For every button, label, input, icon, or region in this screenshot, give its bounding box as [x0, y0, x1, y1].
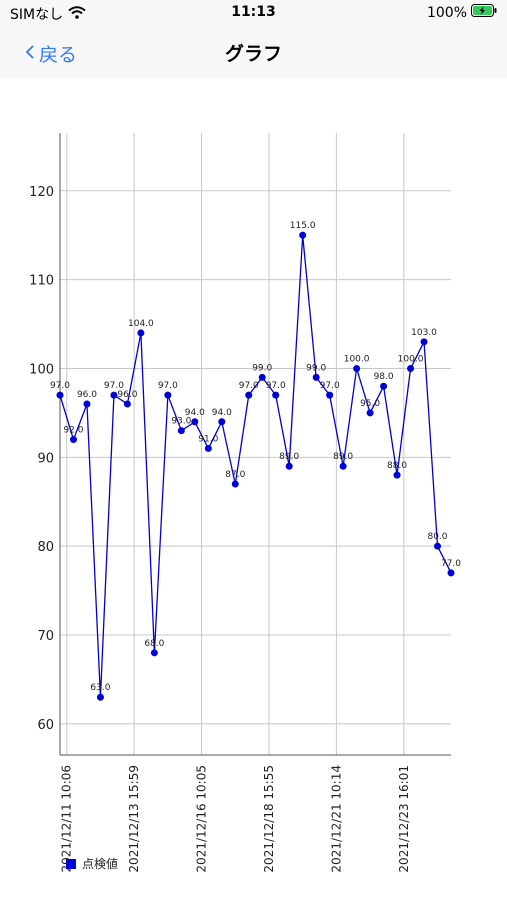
data-label: 95.0 [360, 399, 380, 409]
data-label: 94.0 [212, 408, 232, 418]
data-point [366, 409, 374, 417]
data-label: 99.0 [252, 363, 272, 373]
y-tick-label: 110 [29, 274, 54, 289]
battery-charging-icon [471, 4, 497, 21]
data-point [312, 373, 320, 381]
data-point [339, 462, 347, 470]
data-label: 96.0 [77, 390, 97, 400]
data-label: 89.0 [279, 452, 299, 462]
navigation-bar: 戻る グラフ [0, 26, 507, 78]
x-tick-label: 2021/12/18 15:55 [262, 765, 276, 873]
data-label: 97.0 [50, 381, 70, 391]
data-point [191, 418, 199, 426]
data-point [137, 329, 145, 337]
data-label: 91.0 [198, 434, 218, 444]
y-tick-label: 80 [37, 540, 54, 555]
data-point [164, 391, 172, 399]
data-point [177, 427, 185, 435]
data-label: 98.0 [374, 372, 394, 382]
data-label: 88.0 [387, 461, 407, 471]
status-bar: SIMなし 11:13 100% [0, 0, 507, 26]
data-label: 63.0 [90, 683, 110, 693]
data-point [407, 364, 415, 372]
data-point [258, 373, 266, 381]
data-label: 104.0 [128, 319, 154, 329]
data-label: 97.0 [266, 381, 286, 391]
page-title: グラフ [224, 43, 282, 65]
data-point [69, 436, 77, 444]
data-point [231, 480, 239, 488]
data-point [285, 462, 293, 470]
data-label: 77.0 [441, 559, 461, 569]
line-chart: 60 70 80 90 100 110 120 2021/12/11 10:06 2021/12… [29, 133, 461, 873]
data-point [150, 649, 158, 657]
data-label: 94.0 [185, 408, 205, 418]
wifi-icon [68, 5, 86, 23]
data-point [353, 364, 361, 372]
data-point [326, 391, 334, 399]
data-point [204, 444, 212, 452]
data-label: 97.0 [239, 381, 259, 391]
data-label: 89.0 [333, 452, 353, 462]
data-point [434, 542, 442, 550]
data-point [393, 471, 401, 479]
back-button[interactable]: 戻る [24, 40, 77, 67]
legend-label: 点検値 [82, 856, 118, 871]
y-tick-label: 120 [29, 185, 54, 200]
data-point [380, 382, 388, 390]
data-label: 80.0 [427, 532, 447, 542]
y-tick-label: 70 [37, 629, 54, 644]
x-tick-label: 2021/12/16 10:05 [195, 765, 209, 873]
data-label: 97.0 [158, 381, 178, 391]
data-label: 93.0 [171, 417, 191, 427]
status-right: 100% [427, 4, 497, 21]
data-point [245, 391, 253, 399]
data-label: 97.0 [320, 381, 340, 391]
data-label: 97.0 [104, 381, 124, 391]
data-point [96, 693, 104, 701]
data-point [447, 569, 455, 577]
data-point [83, 400, 91, 408]
data-point [299, 231, 307, 239]
x-tick-label: 2021/12/11 10:06 [60, 765, 74, 873]
data-point [218, 418, 226, 426]
status-time: 11:13 [231, 4, 276, 20]
data-point [56, 391, 64, 399]
y-tick-label: 100 [29, 362, 54, 377]
carrier-label: SIMなし [10, 7, 64, 23]
chevron-left-icon [24, 43, 35, 65]
data-point [272, 391, 280, 399]
data-point [420, 338, 428, 346]
x-tick-label: 2021/12/23 16:01 [397, 765, 411, 873]
x-tick-label: 2021/12/13 15:59 [127, 765, 141, 873]
data-point [110, 391, 118, 399]
y-tick-label: 60 [37, 718, 54, 733]
data-label: 96.0 [117, 390, 137, 400]
data-label: 100.0 [344, 354, 370, 364]
data-point [123, 400, 131, 408]
back-label: 戻る [39, 44, 78, 66]
status-left: SIMなし [10, 4, 86, 24]
data-label: 92.0 [63, 426, 83, 436]
x-tick-label: 2021/12/21 10:14 [329, 765, 343, 873]
data-label: 68.0 [144, 639, 164, 649]
data-label: 87.0 [225, 470, 245, 480]
data-label: 103.0 [411, 328, 437, 338]
legend-swatch [66, 859, 76, 869]
chart-container: 60 70 80 90 100 110 120 2021/12/11 10:06 2021/12… [0, 78, 507, 900]
y-tick-label: 90 [37, 451, 54, 466]
battery-percent: 100% [426, 4, 467, 21]
data-label: 100.0 [398, 354, 424, 364]
data-label: 99.0 [306, 363, 326, 373]
data-label: 115.0 [290, 221, 316, 231]
